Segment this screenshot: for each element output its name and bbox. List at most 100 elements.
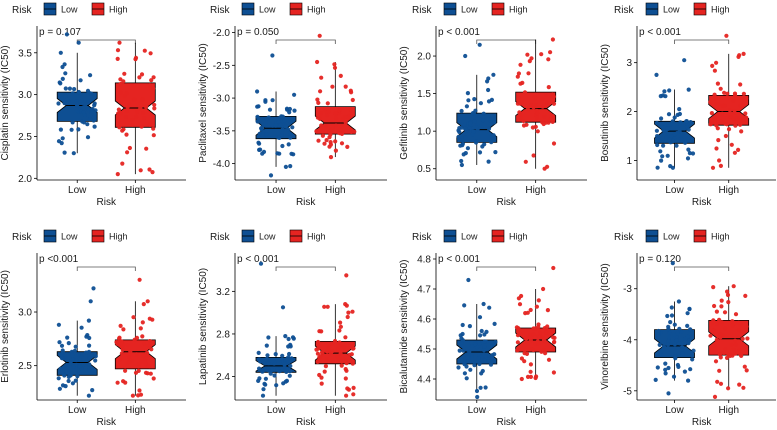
data-point (728, 114, 733, 119)
data-point (62, 373, 67, 378)
data-point (340, 117, 345, 122)
data-point (671, 374, 677, 379)
data-point (325, 101, 330, 106)
data-point (58, 81, 63, 86)
data-point (352, 129, 357, 134)
data-point (483, 385, 488, 390)
data-point (276, 119, 281, 124)
data-point (533, 96, 538, 101)
data-point (59, 356, 64, 361)
data-point (350, 346, 355, 351)
y-tick-label: -2.5 (213, 61, 231, 72)
data-point (718, 332, 723, 337)
data-point (686, 87, 691, 92)
data-point (676, 352, 682, 357)
data-point (551, 370, 557, 375)
data-point (517, 110, 522, 115)
data-point (476, 356, 481, 361)
data-point (89, 91, 94, 96)
legend: Risk Low High (614, 229, 730, 243)
data-point (670, 261, 675, 266)
data-point (535, 111, 540, 116)
data-point (523, 159, 528, 164)
data-point (538, 330, 543, 335)
data-point (690, 151, 696, 156)
data-point (137, 75, 142, 80)
data-point (688, 327, 693, 332)
data-point (138, 326, 143, 331)
data-point (345, 144, 350, 149)
box-low (255, 261, 297, 398)
data-point (548, 50, 553, 55)
data-point (76, 89, 81, 95)
data-point (57, 340, 62, 345)
chart-panel: Risk Low High 2.0 2.5 3.0 3.5 Cisplatin sensiti… (0, 2, 186, 208)
data-point (125, 105, 130, 110)
data-point (80, 105, 86, 110)
data-point (685, 323, 690, 328)
data-point (667, 88, 672, 93)
data-point (685, 156, 691, 161)
data-point (528, 374, 534, 379)
data-point (322, 369, 327, 374)
data-point (338, 73, 343, 78)
data-point (464, 376, 469, 381)
y-tick-label: -4.0 (213, 159, 231, 170)
data-point (686, 341, 691, 346)
data-point (144, 104, 149, 109)
x-axis-label: Risk (496, 417, 516, 428)
data-point (543, 351, 548, 356)
significance-bracket (476, 39, 537, 44)
data-point (86, 107, 91, 112)
data-point (338, 320, 343, 325)
data-point (280, 305, 286, 310)
data-point (350, 309, 355, 314)
data-point (481, 111, 486, 116)
data-point (339, 124, 344, 129)
data-point (86, 99, 91, 104)
significance-bracket (674, 266, 730, 271)
data-point (682, 58, 687, 63)
p-value-label: p = 0.050 (237, 27, 279, 38)
data-point (743, 293, 748, 298)
data-point (74, 358, 79, 363)
box-high (314, 33, 357, 160)
p-value-label: p <0.001 (39, 254, 79, 265)
data-point (149, 347, 154, 352)
legend-title: Risk (412, 232, 432, 243)
data-point (710, 165, 716, 170)
data-point (118, 90, 123, 95)
legend: Risk Low High (210, 229, 326, 243)
y-tick-label: 3.2 (216, 287, 230, 298)
data-point (289, 357, 294, 362)
data-point (551, 141, 557, 146)
data-point (70, 353, 75, 358)
data-point (256, 378, 261, 383)
data-point (486, 159, 491, 164)
data-point (290, 125, 295, 130)
data-point (726, 300, 731, 305)
data-point (345, 314, 350, 320)
data-point (486, 87, 491, 93)
data-point (714, 309, 720, 314)
data-point (328, 140, 333, 145)
data-point (333, 116, 339, 121)
data-point (491, 133, 496, 138)
data-point (56, 376, 61, 381)
data-point (719, 298, 724, 303)
box-high (708, 33, 750, 170)
data-point (490, 355, 495, 360)
data-point (342, 345, 347, 350)
data-point (742, 364, 747, 369)
x-tick-label: Low (665, 185, 684, 196)
data-point (655, 365, 660, 370)
y-tick-label: 3 (626, 58, 632, 69)
data-point (260, 369, 265, 374)
x-axis-label: Risk (296, 417, 316, 428)
data-point (60, 348, 65, 353)
legend-title: Risk (12, 232, 32, 243)
data-point (266, 335, 271, 340)
data-point (548, 117, 553, 122)
data-point (541, 286, 546, 292)
y-tick-label: 3.0 (18, 90, 32, 101)
